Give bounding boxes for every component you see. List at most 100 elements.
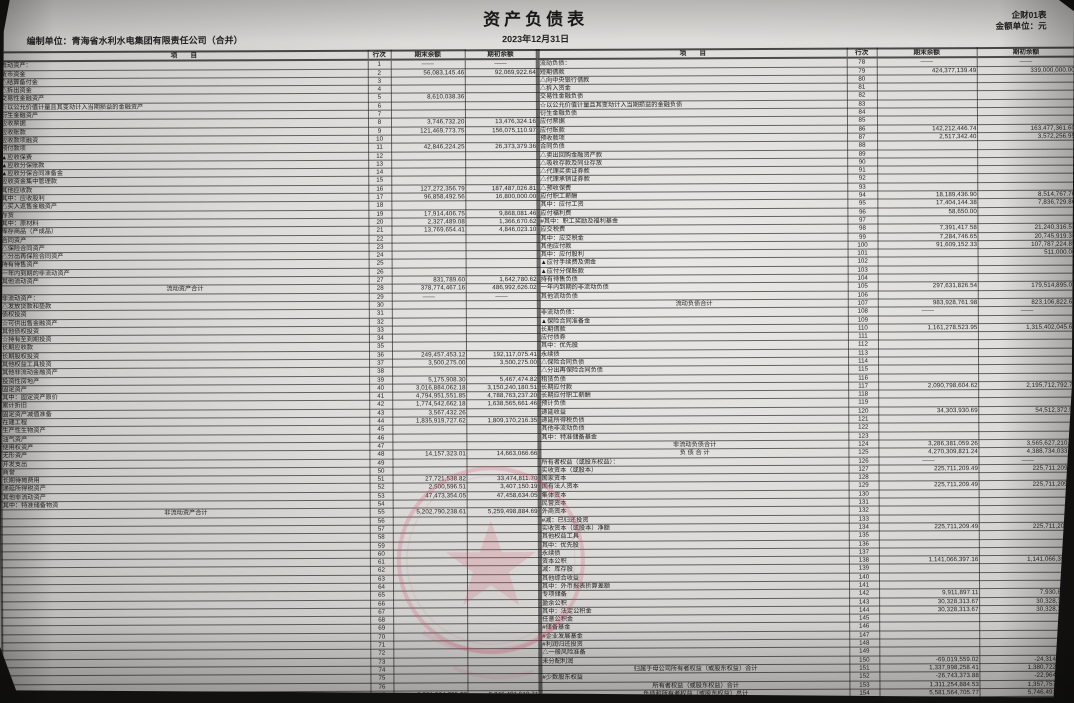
line-number: 42: [369, 400, 393, 409]
end-balance-value: [392, 499, 467, 509]
begin-balance-value: [465, 250, 538, 260]
begin-balance-value: [465, 234, 538, 243]
line-number: 20: [368, 218, 392, 227]
begin-balance-value: 33,474,811.70: [466, 474, 539, 484]
begin-balance-value: 2,195,712,792.79: [978, 381, 1074, 390]
line-number: 100: [847, 240, 878, 250]
line-number: 149: [849, 647, 880, 656]
col-header-begin-balance: 期初余额: [464, 49, 537, 60]
line-number: 142: [849, 589, 880, 598]
begin-balance-value: [467, 615, 540, 625]
line-number: 135: [848, 531, 879, 540]
end-balance-value: 18,189,436.90: [877, 190, 978, 200]
end-balance-value: [391, 167, 466, 177]
begin-balance-value: 7,836,729.86: [977, 198, 1074, 208]
line-number: 113: [847, 348, 879, 358]
line-number: 36: [368, 350, 393, 360]
line-number: 2: [367, 68, 391, 78]
line-number: 14: [368, 168, 392, 177]
line-number: 150: [849, 655, 880, 665]
line-number: 109: [847, 315, 878, 324]
begin-balance-value: 7,930,893.45: [979, 588, 1074, 598]
line-number: 46: [369, 433, 393, 443]
line-number: 143: [849, 597, 880, 607]
line-number: 146: [849, 622, 880, 631]
line-number: 55: [369, 508, 393, 517]
line-number: 123: [848, 431, 879, 441]
end-balance-value: 13,769,654.41: [391, 226, 466, 235]
item-label: 负债和所有者权益（或股东权益）总计: [541, 688, 850, 698]
begin-balance-value: [465, 134, 538, 144]
end-balance-value: [391, 267, 466, 277]
line-number: 1: [367, 59, 391, 69]
line-number: 105: [847, 282, 878, 291]
liabilities-equity-table: 项 目 行次 期末余额 期初余额 流动负债： 78 —— —— 短期借款 79 424,37…: [537, 46, 1074, 698]
end-balance-value: 56,083,145.46: [390, 68, 465, 78]
end-balance-value: [390, 101, 465, 111]
line-number: 88: [847, 141, 878, 150]
line-number: 89: [847, 149, 878, 159]
line-number: 152: [849, 672, 880, 681]
end-balance-value: 8,610,038.36: [390, 93, 465, 102]
begin-balance-value: [464, 101, 537, 110]
end-balance-value: 225,711,209.49: [878, 481, 979, 490]
begin-balance-value: 5,746,491,510.71: [979, 687, 1074, 697]
begin-balance-value: 179,514,895.02: [977, 281, 1074, 291]
end-balance-value: 17,404,144.38: [877, 198, 978, 208]
begin-balance-value: [465, 325, 538, 334]
line-number: 34: [368, 334, 392, 343]
begin-balance-value: 1,638,565,661.46: [466, 399, 539, 409]
table-row: 资 产 总 计 77 5,581,564,705.77 5,746,491,510.7…: [2, 690, 540, 698]
begin-balance-value: [467, 665, 540, 675]
line-number: 103: [847, 265, 878, 275]
end-balance-value: [391, 250, 466, 260]
begin-balance-value: 1,380,722,020.57: [979, 663, 1074, 672]
end-balance-value: [391, 342, 466, 351]
begin-balance-value: [465, 341, 538, 351]
line-number: 118: [848, 390, 879, 399]
line-number: 93: [847, 182, 878, 192]
line-number: 61: [369, 558, 393, 567]
line-number: 39: [369, 375, 393, 385]
end-balance-value: [393, 674, 468, 683]
line-number: 23: [368, 242, 392, 252]
end-balance-value: 1,311,254,884.53: [879, 680, 980, 689]
begin-balance-value: [467, 582, 540, 592]
line-number: 21: [368, 226, 392, 235]
col-header-line: 行次: [846, 48, 877, 58]
begin-balance-value: 14,663,066.66: [466, 449, 539, 459]
begin-balance-value: 225,711,209.49: [978, 522, 1074, 531]
line-number: 3: [367, 77, 391, 86]
end-balance-value: [393, 640, 468, 650]
line-number: 119: [848, 398, 879, 407]
line-number: 82: [846, 91, 877, 100]
end-balance-value: 249,457,453.12: [391, 350, 467, 360]
end-balance-value: [392, 574, 468, 584]
line-number: 49: [369, 458, 393, 468]
end-balance-value: 424,377,139.49: [876, 66, 977, 75]
line-number: 43: [369, 408, 393, 418]
line-number: 121: [848, 415, 879, 424]
line-number: 41: [369, 392, 393, 401]
line-number: 50: [369, 466, 393, 476]
begin-balance-value: [466, 574, 540, 583]
end-balance-value: 983,928,761.98: [877, 298, 978, 308]
line-number: 6: [367, 101, 391, 111]
line-number: 74: [370, 666, 394, 675]
end-balance-value: 14,157,323.01: [392, 450, 467, 459]
line-number: 90: [847, 157, 878, 167]
end-balance-value: 297,631,826.54: [877, 281, 978, 291]
begin-balance-value: [467, 632, 540, 641]
begin-balance-value: [467, 599, 540, 608]
end-balance-value: ——: [391, 292, 466, 302]
line-number: 81: [846, 83, 877, 92]
end-balance-value: -69,019,559.02: [879, 655, 980, 664]
end-balance-value: 2,517,342.40: [877, 132, 978, 142]
end-balance-value: [390, 76, 465, 86]
begin-balance-value: [466, 499, 539, 509]
end-balance-value: 96,858,492.56: [391, 192, 466, 202]
begin-balance-value: 3,500,275.00: [466, 358, 539, 368]
end-balance-value: [392, 516, 467, 526]
line-number: 31: [368, 309, 392, 318]
